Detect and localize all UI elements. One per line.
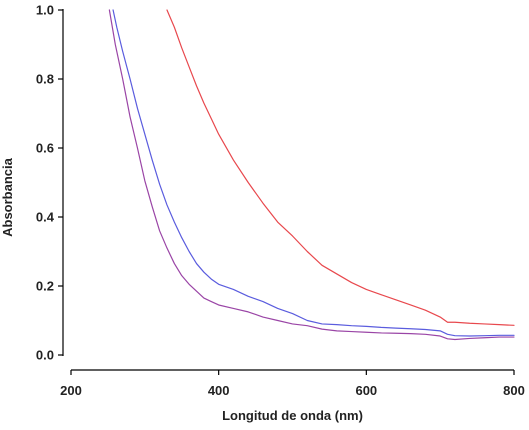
x-tick-label: 800: [503, 383, 525, 398]
y-tick-label: 0.6: [36, 141, 54, 156]
series-line-2: [112, 9, 515, 337]
y-axis-title: Absorbancia: [0, 157, 15, 237]
y-ticks: 0.0 0.2 0.4 0.6 0.8 1.0: [36, 3, 63, 363]
y-tick-label: 1.0: [36, 3, 54, 18]
axes-layer: [62, 9, 514, 371]
x-axis-title: Longitud de onda (nm): [222, 408, 363, 423]
x-tick-label: 400: [208, 383, 230, 398]
series-line-1: [166, 9, 515, 326]
series-line-3: [108, 9, 515, 341]
x-tick-label: 200: [60, 383, 82, 398]
x-ticks: 200 400 600 800: [60, 370, 525, 398]
y-tick-label: 0.8: [36, 72, 54, 87]
y-tick-label: 0.2: [36, 279, 54, 294]
y-tick-label: 0.4: [36, 210, 55, 225]
y-tick-label: 0.0: [36, 348, 54, 363]
x-tick-label: 600: [355, 383, 377, 398]
series-layer: [108, 9, 515, 341]
